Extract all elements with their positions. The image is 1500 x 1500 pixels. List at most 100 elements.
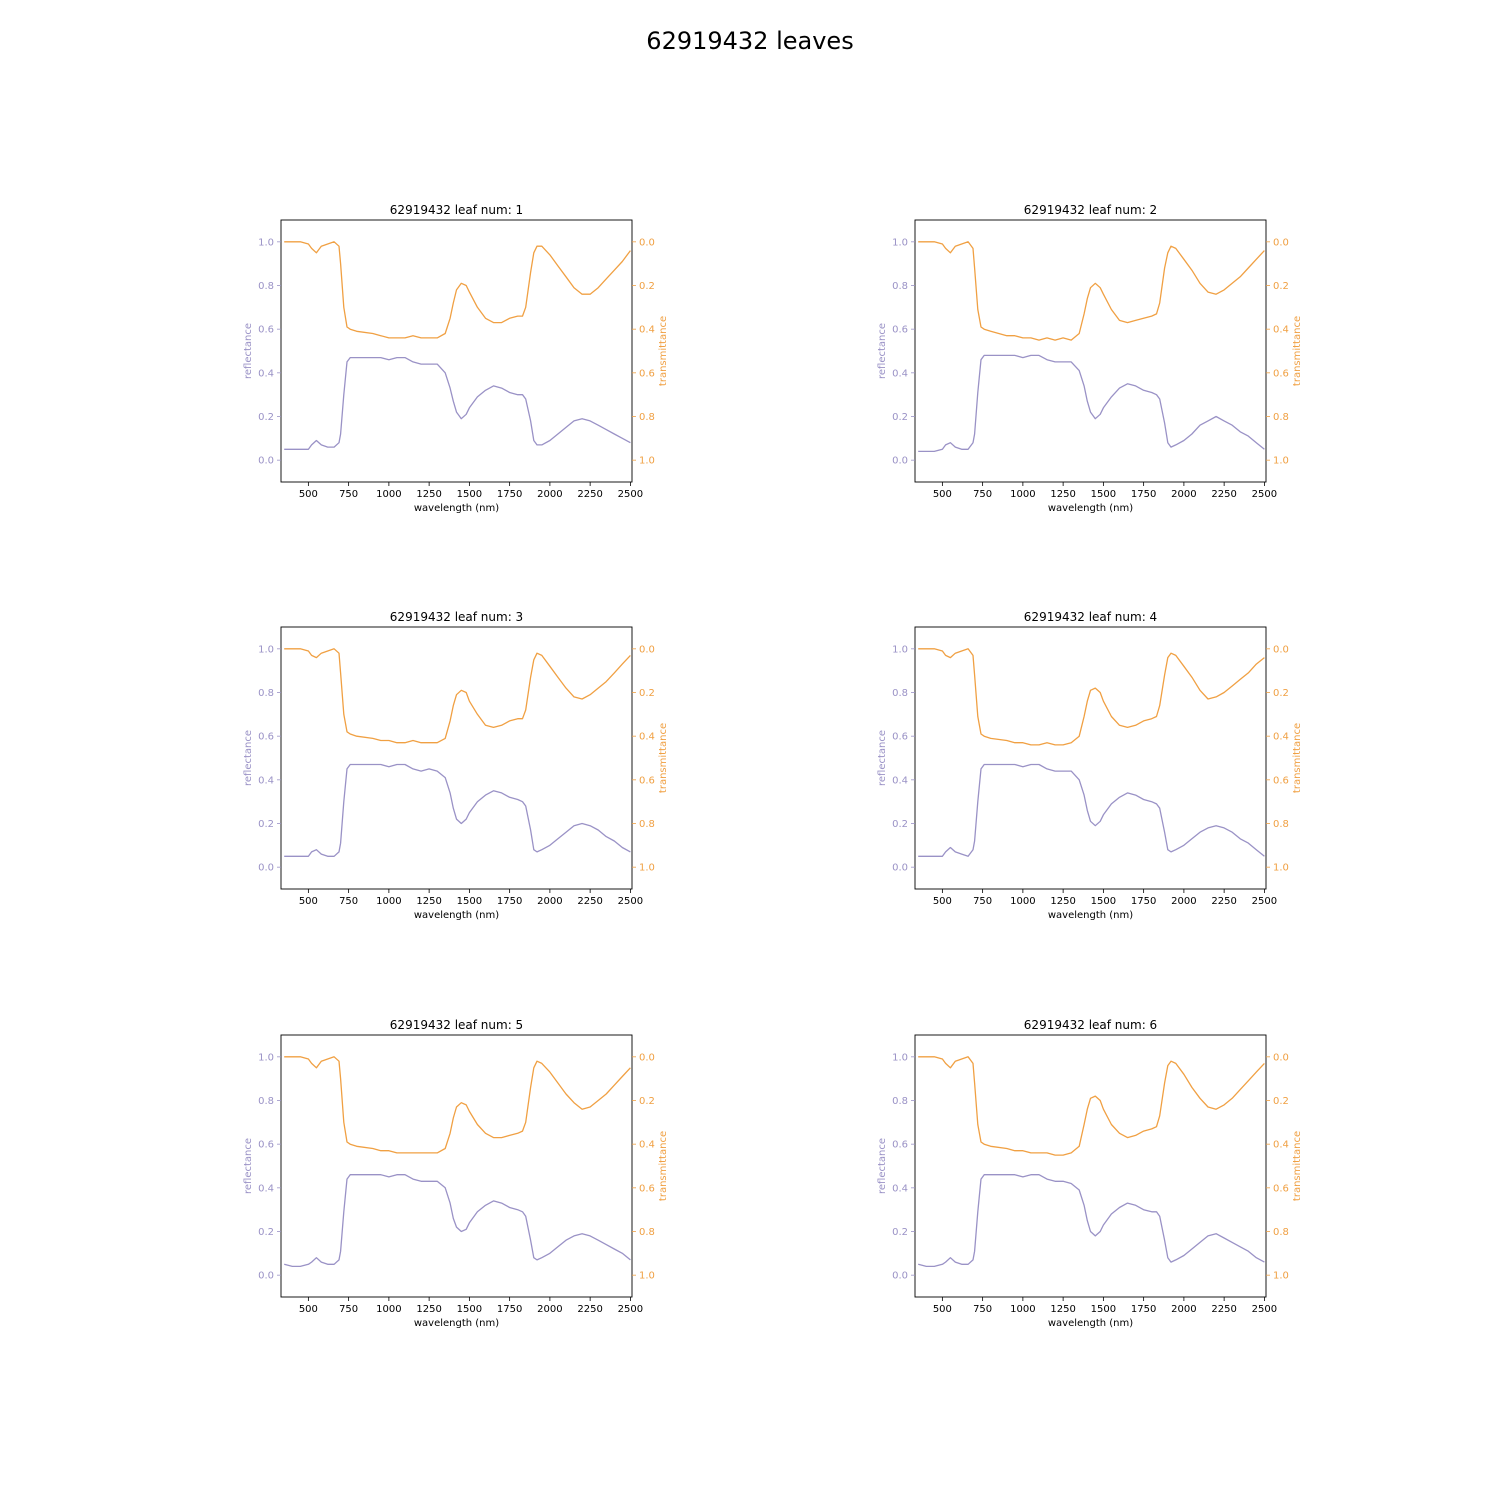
- y-tick-label: 1.0: [892, 1052, 908, 1063]
- y2-tick-label: 0.0: [1273, 644, 1289, 655]
- x-tick-label: 2000: [1171, 1304, 1196, 1315]
- y-tick-label: 0.8: [892, 1096, 908, 1107]
- plot-frame: [914, 219, 1267, 483]
- y2-tick-label: 0.6: [639, 775, 655, 786]
- y-tick-label: 0.4: [258, 368, 274, 379]
- y-tick-label: 0.4: [258, 1183, 274, 1194]
- y-tick-label: 0.6: [892, 1140, 908, 1151]
- y-axis-label: reflectance: [877, 323, 888, 379]
- x-tick-label: 1500: [1091, 1304, 1116, 1315]
- x-tick-label: 500: [933, 489, 952, 500]
- panel-title: 62919432 leaf num: 1: [390, 203, 523, 217]
- y2-tick-label: 0.6: [639, 368, 655, 379]
- y2-tick-label: 1.0: [1273, 1271, 1289, 1282]
- y-tick-label: 0.4: [892, 775, 908, 786]
- x-tick-label: 1750: [497, 489, 522, 500]
- x-tick-label: 1750: [1131, 489, 1156, 500]
- y-tick-label: 0.6: [892, 732, 908, 743]
- y-tick-label: 1.0: [258, 237, 274, 248]
- y-tick-label: 0.2: [258, 819, 274, 830]
- y-tick-label: 0.8: [258, 1096, 274, 1107]
- reflectance-line: [284, 763, 631, 857]
- x-tick-label: 2000: [1171, 896, 1196, 907]
- y2-tick-label: 0.0: [1273, 1052, 1289, 1063]
- x-tick-label: 2250: [577, 1304, 602, 1315]
- reflectance-line: [918, 1174, 1265, 1268]
- y-axis-label: reflectance: [877, 730, 888, 786]
- panel-title: 62919432 leaf num: 3: [390, 610, 523, 624]
- y2-tick-label: 0.8: [1273, 412, 1289, 423]
- x-tick-label: 1000: [376, 1304, 401, 1315]
- x-tick-label: 2500: [618, 489, 643, 500]
- plot-frame: [280, 1034, 633, 1298]
- y2-tick-label: 0.4: [1273, 732, 1289, 743]
- y-tick-label: 0.2: [892, 412, 908, 423]
- x-tick-label: 750: [339, 489, 358, 500]
- panel-title: 62919432 leaf num: 4: [1024, 610, 1157, 624]
- transmittance-line: [284, 241, 631, 339]
- transmittance-line: [918, 648, 1265, 746]
- y-tick-label: 0.6: [892, 325, 908, 336]
- transmittance-line: [284, 648, 631, 744]
- y2-axis-label: transmittance: [658, 316, 669, 386]
- y-axis-label: reflectance: [243, 1138, 254, 1194]
- panel-2: 62919432 leaf num: 2 500 750 1000 1250 1500 17…: [877, 203, 1303, 514]
- y2-tick-label: 0.2: [1273, 1096, 1289, 1107]
- panel-title: 62919432 leaf num: 5: [390, 1018, 523, 1032]
- x-tick-label: 750: [973, 489, 992, 500]
- reflectance-line: [284, 1174, 631, 1268]
- x-tick-label: 1250: [1050, 489, 1075, 500]
- y-tick-label: 0.8: [258, 688, 274, 699]
- x-tick-label: 500: [933, 1304, 952, 1315]
- y-tick-label: 0.0: [892, 456, 908, 467]
- y-tick-label: 0.4: [258, 775, 274, 786]
- panel-3: 62919432 leaf num: 3 500 750 1000 1250 1500 17…: [243, 610, 669, 921]
- y-tick-label: 1.0: [892, 237, 908, 248]
- x-tick-label: 2500: [1252, 489, 1277, 500]
- reflectance-line: [284, 356, 631, 450]
- y2-tick-label: 0.6: [1273, 775, 1289, 786]
- x-tick-label: 500: [299, 896, 318, 907]
- y-tick-label: 1.0: [258, 1052, 274, 1063]
- x-tick-label: 2000: [537, 896, 562, 907]
- y2-tick-label: 0.4: [1273, 325, 1289, 336]
- y-tick-label: 0.6: [258, 732, 274, 743]
- x-tick-label: 1250: [416, 489, 441, 500]
- y2-axis-label: transmittance: [1292, 316, 1303, 386]
- x-tick-label: 1500: [1091, 896, 1116, 907]
- y2-tick-label: 0.6: [1273, 1183, 1289, 1194]
- x-tick-label: 500: [299, 489, 318, 500]
- x-tick-label: 2500: [1252, 896, 1277, 907]
- x-tick-label: 2250: [1211, 896, 1236, 907]
- y-tick-label: 1.0: [258, 644, 274, 655]
- y2-tick-label: 0.4: [639, 1140, 655, 1151]
- panel-grid: 62919432 leaf num: 1 500 750 1000 1250 1500 17…: [243, 203, 1303, 1329]
- x-tick-label: 1250: [416, 1304, 441, 1315]
- x-tick-label: 1250: [1050, 1304, 1075, 1315]
- y-tick-label: 0.2: [258, 412, 274, 423]
- panel-1: 62919432 leaf num: 1 500 750 1000 1250 1500 17…: [243, 203, 669, 514]
- y-tick-label: 0.8: [892, 281, 908, 292]
- reflectance-line: [918, 763, 1265, 857]
- x-tick-label: 2500: [1252, 1304, 1277, 1315]
- x-tick-label: 2500: [618, 1304, 643, 1315]
- y2-tick-label: 1.0: [1273, 456, 1289, 467]
- x-tick-label: 1500: [457, 489, 482, 500]
- x-tick-label: 2250: [577, 896, 602, 907]
- x-tick-label: 1000: [376, 896, 401, 907]
- y-tick-label: 0.4: [892, 368, 908, 379]
- x-axis-label: wavelength (nm): [414, 910, 499, 921]
- y2-tick-label: 0.4: [1273, 1140, 1289, 1151]
- panel-title: 62919432 leaf num: 2: [1024, 203, 1157, 217]
- y2-tick-label: 1.0: [639, 863, 655, 874]
- y2-tick-label: 0.0: [639, 644, 655, 655]
- y2-tick-label: 0.6: [1273, 368, 1289, 379]
- x-tick-label: 1000: [1010, 1304, 1035, 1315]
- y2-tick-label: 0.4: [639, 732, 655, 743]
- y2-tick-label: 0.0: [639, 237, 655, 248]
- panel-6: 62919432 leaf num: 6 500 750 1000 1250 1500 17…: [877, 1018, 1303, 1329]
- y-tick-label: 0.2: [892, 1227, 908, 1238]
- plot-frame: [280, 219, 633, 483]
- x-axis-label: wavelength (nm): [1048, 1318, 1133, 1329]
- x-tick-label: 1750: [497, 1304, 522, 1315]
